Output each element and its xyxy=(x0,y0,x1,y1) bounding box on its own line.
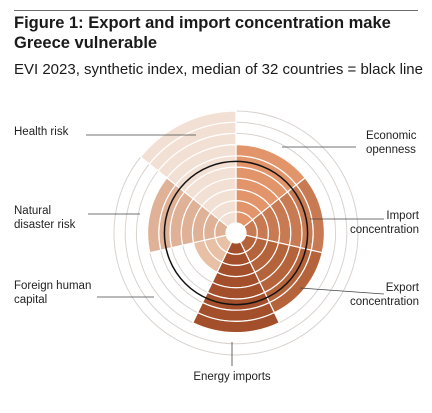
label-line: Natural xyxy=(14,205,51,217)
top-rule xyxy=(14,10,418,11)
label-line: Import xyxy=(386,210,419,222)
label-line: Health risk xyxy=(14,126,69,138)
label-line: Energy imports xyxy=(193,371,271,383)
label-line: concentration xyxy=(350,296,419,308)
chart-subtitle: EVI 2023, synthetic index, median of 32 … xyxy=(14,61,423,78)
wedge-import-concentration xyxy=(242,177,325,254)
label-line: concentration xyxy=(350,224,419,236)
label-energy-imports: Energy imports xyxy=(193,371,271,383)
median-layer xyxy=(163,160,309,306)
chart-title: Figure 1: Export and import concentratio… xyxy=(14,14,391,52)
wedge-segment xyxy=(191,311,281,334)
label-health-risk: Health risk xyxy=(14,126,69,138)
label-line: Economic xyxy=(366,130,417,142)
leader-line-export-concentration xyxy=(299,287,385,295)
wedge-health-risk xyxy=(139,110,237,228)
wedge-energy-imports xyxy=(191,241,281,334)
wedge-segment xyxy=(139,110,237,165)
label-line: Export xyxy=(386,282,420,294)
label-economic-openness: Economic openness xyxy=(366,130,417,156)
label-line: Foreign human xyxy=(14,280,91,292)
label-line: disaster risk xyxy=(14,219,76,231)
label-line: openness xyxy=(366,144,416,156)
label-line: capital xyxy=(14,294,47,306)
wedge-export-concentration xyxy=(239,234,323,314)
label-import-concentration: Import concentration xyxy=(350,210,420,236)
median-line xyxy=(163,160,309,306)
label-export-concentration: Export concentration xyxy=(350,282,420,308)
wedges xyxy=(139,110,325,334)
center-hole xyxy=(226,223,246,243)
label-natural-disaster-risk: Natural disaster risk xyxy=(14,205,76,231)
label-foreign-human-capital: Foreign human capital xyxy=(14,280,91,306)
